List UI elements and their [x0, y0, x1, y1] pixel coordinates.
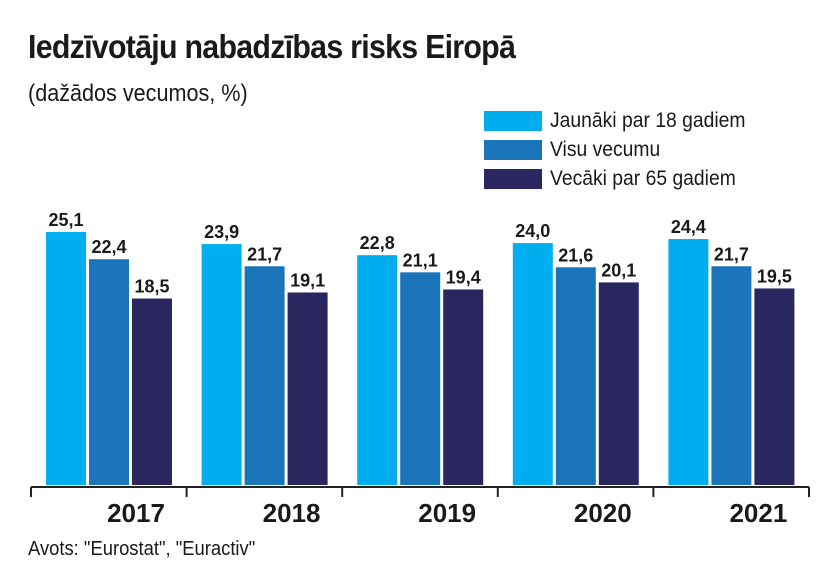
data-label: 25,1: [48, 210, 83, 230]
bar-2020-0: [512, 243, 553, 485]
data-label: 21,7: [714, 244, 749, 264]
data-label: 22,8: [360, 233, 395, 253]
bar-2021-0: [668, 239, 709, 485]
bar-2017-0: [46, 232, 86, 485]
x-tick-label: 2019: [418, 498, 476, 528]
chart-title: Iedzīvotāju nabadzības risks Eiropā: [28, 28, 516, 65]
bar-2019-1: [400, 272, 441, 485]
legend-swatch: [484, 139, 542, 160]
data-label: 19,1: [290, 270, 325, 290]
legend-swatch: [484, 168, 542, 189]
x-tick-label: 2021: [729, 498, 787, 528]
legend-swatch: [484, 110, 542, 131]
data-label: 22,4: [91, 237, 126, 257]
legend: Jaunāki par 18 gadiem Visu vecumu Vecāki…: [484, 106, 762, 193]
legend-label: Visu vecumu: [550, 137, 661, 161]
data-label: 21,7: [247, 244, 282, 264]
data-label: 24,0: [515, 221, 550, 241]
bar-2018-0: [201, 244, 242, 485]
bar-2019-2: [443, 289, 484, 485]
data-label: 24,4: [671, 217, 706, 237]
legend-item-over-65: Vecāki par 65 gadiem: [484, 164, 762, 193]
x-tick-label: 2018: [263, 498, 321, 528]
legend-item-under-18: Jaunāki par 18 gadiem: [484, 106, 762, 135]
x-tick-label: 2017: [107, 498, 165, 528]
data-label: 23,9: [204, 222, 239, 242]
bar-2021-2: [754, 288, 795, 485]
legend-item-all-ages: Visu vecumu: [484, 135, 762, 164]
bar-2020-2: [598, 282, 639, 485]
x-tick-label: 2020: [574, 498, 632, 528]
bar-2017-1: [89, 259, 129, 485]
source-note: Avots: "Eurostat", "Euractiv": [28, 538, 256, 560]
data-label: 18,5: [134, 277, 169, 297]
bar-2019-0: [357, 255, 398, 485]
legend-label: Vecāki par 65 gadiem: [550, 166, 736, 190]
data-label: 20,1: [601, 260, 636, 280]
bar-2018-1: [244, 266, 285, 485]
bar-2020-1: [555, 267, 596, 485]
data-label: 21,1: [403, 250, 438, 270]
legend-label: Jaunāki par 18 gadiem: [550, 108, 746, 132]
bar-2021-1: [711, 266, 752, 485]
data-label: 21,6: [558, 245, 593, 265]
chart-subtitle: (dažādos vecumos, %): [28, 80, 248, 107]
bar-2017-2: [132, 298, 172, 485]
data-label: 19,5: [757, 266, 792, 286]
bar-2018-2: [287, 292, 328, 485]
data-label: 19,4: [446, 267, 481, 287]
